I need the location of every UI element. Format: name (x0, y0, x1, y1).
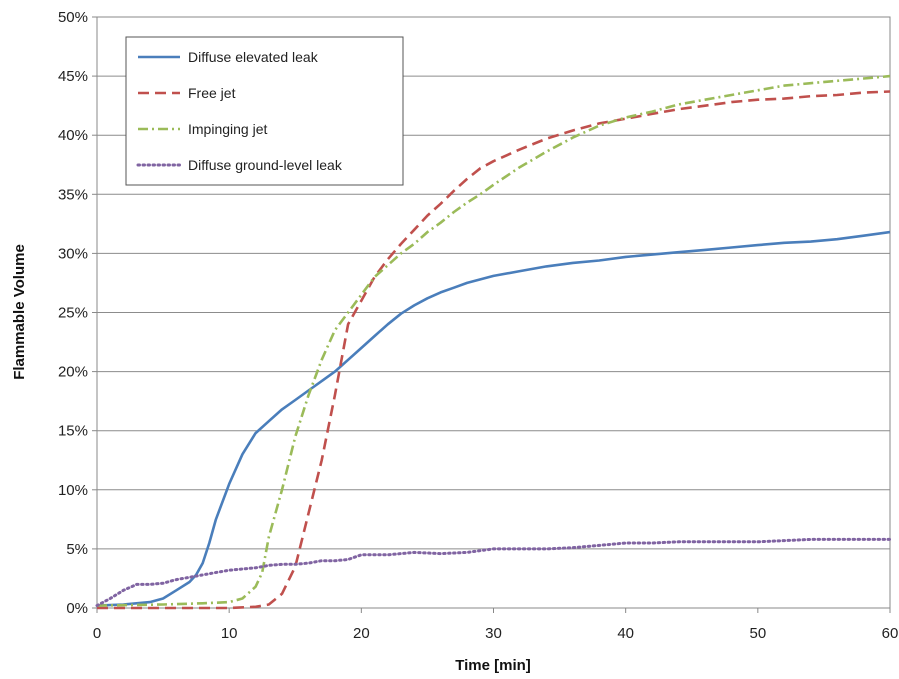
x-tick-label: 0 (93, 625, 101, 642)
y-axis-title: Flammable Volume (11, 244, 28, 380)
legend-label: Free jet (188, 85, 236, 101)
x-axis-title: Time [min] (455, 657, 531, 674)
legend-label: Diffuse elevated leak (188, 49, 319, 65)
y-tick-label: 20% (58, 364, 88, 381)
y-tick-label: 30% (58, 245, 88, 262)
x-tick-label: 50 (749, 625, 766, 642)
legend: Diffuse elevated leak Free jet Impinging j… (125, 36, 404, 186)
legend-label: Diffuse ground-level leak (188, 157, 343, 173)
series-line-diffuse-elevated-leak (96, 230, 891, 607)
x-axis-ticks: 0 10 20 30 40 50 60 (93, 608, 899, 642)
y-axis-ticks: 0% 5% 10% 15% 20% 25% 30% 35% 40% 45% 50% (58, 9, 97, 617)
y-tick-label: 35% (58, 186, 88, 203)
series-line-free-jet (97, 90, 891, 610)
y-tick-label: 15% (58, 423, 88, 440)
y-tick-label: 45% (58, 68, 88, 85)
y-tick-label: 25% (58, 305, 88, 322)
y-tick-label: 10% (58, 482, 88, 499)
x-tick-label: 20 (353, 625, 370, 642)
x-tick-label: 40 (617, 625, 634, 642)
legend-label: Impinging jet (188, 121, 267, 137)
x-tick-label: 60 (882, 625, 899, 642)
series-lines (95, 74, 892, 610)
y-tick-label: 50% (58, 9, 88, 26)
x-tick-label: 10 (221, 625, 238, 642)
y-tick-label: 40% (58, 127, 88, 144)
y-tick-label: 0% (66, 600, 88, 617)
y-tick-label: 5% (66, 541, 88, 558)
legend-box (125, 36, 404, 186)
series-line-diffuse-ground-level-leak (95, 537, 892, 608)
x-tick-label: 30 (485, 625, 502, 642)
